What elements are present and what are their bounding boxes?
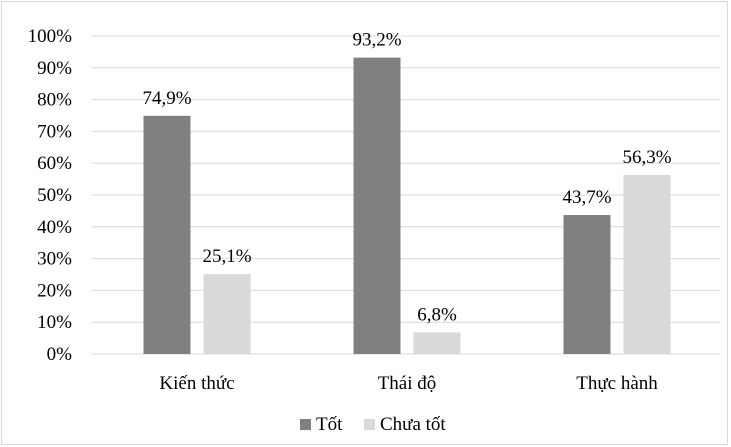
x-category-label: Thực hành: [576, 373, 658, 394]
data-label: 56,3%: [622, 147, 671, 168]
legend-label: Chưa tốt: [380, 414, 446, 435]
bar-chua-tot: [203, 274, 251, 354]
y-tick-label: 70%: [37, 121, 72, 142]
y-tick-label: 40%: [37, 217, 72, 238]
x-category-label: Kiến thức: [159, 373, 234, 394]
y-tick-label: 60%: [37, 153, 72, 174]
y-tick-label: 30%: [37, 249, 72, 270]
y-tick-label: 100%: [28, 26, 73, 47]
y-tick-label: 80%: [37, 90, 72, 111]
bar-tot: [563, 215, 611, 354]
y-tick-label: 0%: [47, 344, 73, 365]
bar-chua-tot: [623, 174, 671, 354]
y-tick-label: 20%: [37, 280, 72, 301]
bar-tot: [143, 115, 191, 355]
data-label: 6,8%: [417, 304, 457, 325]
y-tick-label: 10%: [37, 312, 72, 333]
bar-tot: [353, 57, 401, 355]
x-category-label: Thái độ: [378, 373, 437, 394]
data-label: 74,9%: [142, 88, 191, 109]
data-label: 25,1%: [202, 246, 251, 267]
y-tick-label: 50%: [37, 185, 72, 206]
y-tick-label: 90%: [37, 58, 72, 79]
bar-chua-tot: [413, 332, 461, 354]
legend-swatch: [364, 419, 375, 430]
legend-label: Tốt: [316, 414, 343, 435]
legend-swatch: [300, 419, 311, 430]
data-label: 43,7%: [562, 187, 611, 208]
data-label: 93,2%: [352, 30, 401, 51]
